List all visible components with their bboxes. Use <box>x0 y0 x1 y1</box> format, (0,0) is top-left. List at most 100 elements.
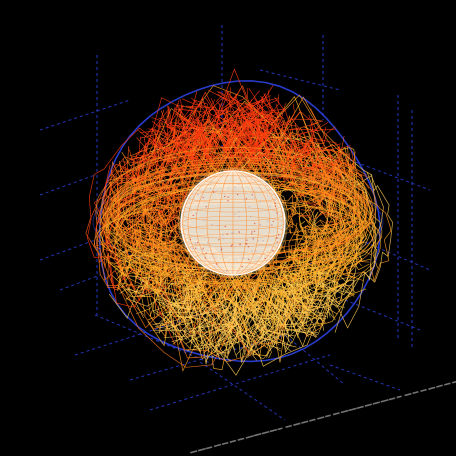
field-strand <box>174 108 199 141</box>
field-strand <box>313 252 370 275</box>
core-speckle <box>257 240 259 242</box>
grid-line <box>259 69 341 91</box>
axis-tick-mark <box>285 424 292 429</box>
field-strand <box>243 134 259 171</box>
field-strand <box>136 179 183 196</box>
field-strand <box>290 301 307 328</box>
field-strand <box>283 282 327 317</box>
field-strand <box>304 224 341 233</box>
field-strand <box>253 284 281 326</box>
grid-line <box>39 174 96 196</box>
field-strand <box>172 281 207 345</box>
core-speckle <box>211 223 213 226</box>
field-strand <box>163 304 196 338</box>
field-strand <box>247 98 264 132</box>
field-strand <box>211 314 238 358</box>
field-strand <box>138 130 184 159</box>
field-strand <box>270 286 286 319</box>
field-strand <box>304 126 336 160</box>
axis-tick-mark <box>332 412 340 416</box>
field-strand <box>143 217 176 238</box>
field-strand <box>298 259 352 288</box>
core-speckle <box>220 249 222 251</box>
axis-tick-mark <box>451 380 456 384</box>
core-speckle <box>207 242 209 244</box>
field-strand <box>293 282 336 321</box>
field-strand <box>251 300 280 328</box>
field-strand <box>326 243 371 264</box>
field-strand <box>293 128 337 159</box>
core-speckle <box>276 241 278 243</box>
grid-line <box>39 99 131 131</box>
field-strand <box>215 295 230 352</box>
field-strand <box>229 87 259 131</box>
core-speckle <box>252 237 254 239</box>
field-strand <box>157 180 190 195</box>
core-speckle <box>234 186 236 188</box>
field-strand <box>147 287 170 321</box>
field-strand <box>247 129 263 156</box>
field-strand <box>293 296 327 335</box>
grid-line <box>149 354 331 411</box>
axis-tick-mark <box>309 418 316 422</box>
field-strand <box>308 155 342 177</box>
field-strand <box>122 161 163 174</box>
core-speckle <box>260 184 262 186</box>
axis-tick-mark <box>372 401 380 405</box>
core-speckle <box>246 243 248 245</box>
field-strand <box>245 313 276 348</box>
core-speckle <box>237 193 239 196</box>
field-line <box>334 172 393 333</box>
axis-tick-mark <box>364 403 373 407</box>
axis-tick-labels <box>190 380 456 454</box>
core-speckle <box>272 249 274 252</box>
field-strand <box>214 90 231 138</box>
field-strand <box>295 270 331 319</box>
field-strand <box>312 181 350 202</box>
field-strand <box>217 280 241 347</box>
axis-tick-mark <box>301 420 309 424</box>
axis-tick-mark <box>253 433 262 437</box>
core-speckle <box>231 244 233 246</box>
field-line <box>86 91 198 308</box>
core-speckle <box>205 252 207 254</box>
field-strand <box>158 117 192 154</box>
core-speckle <box>267 220 269 222</box>
core-speckle <box>248 206 250 208</box>
core-speckle <box>276 212 278 214</box>
core-speckle <box>202 249 204 251</box>
field-strand <box>134 272 158 295</box>
core-speckle <box>192 214 194 216</box>
core-speckle <box>276 237 278 239</box>
field-strand <box>185 291 208 345</box>
core-speckle <box>274 202 276 204</box>
axis-tick-mark <box>404 392 412 397</box>
field-strand <box>125 254 182 301</box>
field-strand <box>206 97 234 139</box>
field-strand <box>102 208 157 229</box>
field-strand <box>232 127 251 156</box>
field-strand <box>242 298 267 357</box>
axis-tick-mark <box>340 409 349 414</box>
field-strand <box>314 146 355 174</box>
field-strand <box>245 98 268 138</box>
axis-tick-mark <box>388 397 396 401</box>
core-speckle <box>254 222 256 225</box>
field-strand <box>256 93 278 163</box>
core-speckle <box>239 244 241 246</box>
field-strand <box>294 288 318 325</box>
core-speckle <box>197 194 199 196</box>
core-speckle <box>189 238 191 241</box>
field-strand <box>308 145 341 170</box>
field-strand <box>260 313 287 342</box>
core-speckle <box>239 243 241 245</box>
field-strand <box>251 98 265 140</box>
core-speckle <box>227 200 229 202</box>
field-strand <box>256 97 285 154</box>
field-strand <box>259 106 290 156</box>
core-speckle <box>232 232 234 234</box>
axis-tick-mark <box>213 443 222 448</box>
axis-tick-mark <box>205 446 213 450</box>
